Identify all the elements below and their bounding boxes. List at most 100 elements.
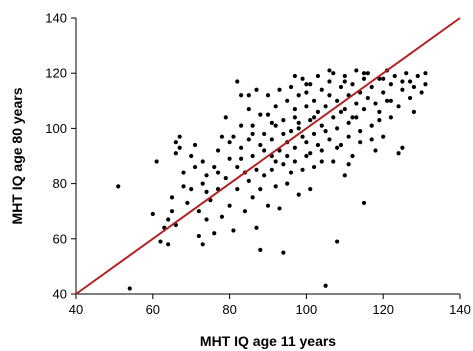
data-point <box>227 140 232 145</box>
data-point <box>335 126 340 131</box>
data-point <box>411 84 417 90</box>
data-point <box>319 123 324 128</box>
data-point <box>304 153 309 159</box>
data-point <box>308 118 313 123</box>
data-point <box>411 109 417 114</box>
data-point <box>311 131 317 137</box>
data-point <box>262 131 267 137</box>
data-point <box>369 123 374 128</box>
data-point <box>327 137 332 142</box>
y-tick-label: 80 <box>53 176 67 191</box>
data-point <box>215 170 221 175</box>
data-point <box>296 120 301 125</box>
data-point <box>281 162 286 167</box>
data-point <box>296 192 301 197</box>
data-point <box>269 167 274 172</box>
data-point <box>423 82 428 87</box>
data-point <box>246 93 251 98</box>
data-point <box>189 153 194 159</box>
data-point <box>281 131 286 137</box>
data-point <box>308 151 313 156</box>
data-point <box>277 87 282 92</box>
data-point <box>331 71 336 76</box>
data-point <box>292 73 297 79</box>
data-point <box>350 115 355 120</box>
data-point <box>354 101 359 106</box>
data-point <box>288 129 294 134</box>
y-tick-label: 120 <box>45 66 67 81</box>
data-point <box>277 206 282 211</box>
data-point <box>396 151 401 156</box>
data-point <box>400 87 405 92</box>
data-point <box>181 170 186 175</box>
data-point <box>273 184 278 189</box>
data-point <box>392 73 397 79</box>
data-point <box>338 109 344 114</box>
data-point <box>311 98 317 103</box>
data-point <box>169 209 175 214</box>
data-point <box>242 209 248 214</box>
data-points <box>116 68 428 291</box>
data-point <box>350 153 355 159</box>
data-point <box>273 123 278 128</box>
data-point <box>250 123 255 128</box>
data-point <box>369 84 374 90</box>
data-point <box>377 118 382 123</box>
data-point <box>296 93 301 98</box>
data-point <box>327 93 332 98</box>
x-tick-label: 80 <box>222 302 236 317</box>
data-point <box>281 118 286 123</box>
data-point <box>331 159 336 164</box>
data-point <box>231 134 236 139</box>
x-ticks: 40 60 80 100 120 140 <box>69 294 471 317</box>
data-point <box>327 68 332 73</box>
data-point <box>338 142 344 148</box>
data-point <box>354 115 359 120</box>
y-axis-title: MHT IQ age 80 years <box>9 87 25 224</box>
data-point <box>292 106 297 112</box>
data-point <box>181 184 186 189</box>
data-point <box>265 203 271 208</box>
data-point <box>388 98 393 103</box>
x-tick-label: 100 <box>296 302 318 317</box>
data-point <box>185 200 190 206</box>
data-point <box>419 90 424 95</box>
data-point <box>189 187 194 192</box>
data-point <box>196 233 201 239</box>
data-point <box>407 79 413 84</box>
data-point <box>319 159 324 164</box>
y-tick-label: 140 <box>45 11 67 26</box>
data-point <box>269 120 274 125</box>
data-point <box>304 90 309 95</box>
data-point <box>350 82 355 87</box>
data-point <box>361 200 367 206</box>
y-tick-label: 60 <box>53 231 67 246</box>
data-point <box>219 214 225 219</box>
data-point <box>315 109 321 114</box>
data-point <box>269 137 274 142</box>
data-point <box>265 93 271 98</box>
x-axis-title: MHT IQ age 11 years <box>200 333 336 349</box>
data-point <box>396 104 401 109</box>
data-point <box>254 87 259 92</box>
data-point <box>319 87 324 92</box>
data-point <box>166 217 171 222</box>
data-point <box>285 153 290 159</box>
data-point <box>285 98 290 103</box>
x-tick-label: 120 <box>372 302 394 317</box>
data-point <box>369 137 374 142</box>
data-point <box>235 164 240 170</box>
data-point <box>296 126 301 131</box>
data-point <box>358 129 363 134</box>
data-point <box>204 173 209 178</box>
plot-frame <box>75 18 460 295</box>
data-point <box>116 184 121 189</box>
data-point <box>250 195 255 200</box>
data-point <box>192 142 198 148</box>
data-point <box>258 142 263 148</box>
data-point <box>254 225 259 230</box>
data-point <box>335 239 340 244</box>
data-point <box>192 164 198 170</box>
data-point <box>361 71 367 76</box>
